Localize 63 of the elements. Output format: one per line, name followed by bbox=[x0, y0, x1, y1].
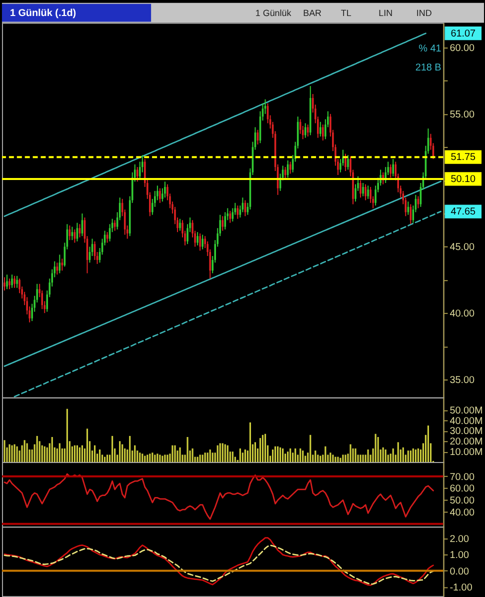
candlestick bbox=[364, 184, 366, 201]
annotation: 47.65 bbox=[450, 206, 476, 218]
y-tick-label: 55.00 bbox=[450, 109, 476, 120]
candlestick bbox=[344, 153, 346, 172]
ref-line-label: 51.75 bbox=[450, 152, 476, 164]
annotation: % 41 bbox=[418, 44, 442, 55]
y-tick-label: 70.00 bbox=[450, 472, 476, 483]
line-series bbox=[4, 473, 434, 520]
y-tick-label: 60.00 bbox=[450, 484, 476, 495]
y-tick-label: -1.00 bbox=[450, 582, 473, 594]
line-series bbox=[4, 544, 434, 585]
line-series bbox=[14, 210, 442, 398]
y-tick-label: 0.00 bbox=[450, 566, 470, 578]
y-tick-label: 50.00 bbox=[450, 496, 476, 507]
candlestick bbox=[306, 124, 309, 137]
candlestick bbox=[367, 185, 369, 200]
ref-line-label: 50.10 bbox=[450, 174, 476, 185]
text: LIN bbox=[378, 8, 393, 18]
candlestick bbox=[199, 232, 201, 252]
annotation: 218 B bbox=[415, 62, 442, 74]
y-tick-label: 35.00 bbox=[450, 374, 476, 386]
candlestick bbox=[322, 124, 324, 141]
y-tick-label: 30.00M bbox=[450, 426, 483, 438]
y-tick-label: 40.00M bbox=[450, 416, 483, 427]
y-tick-label: 2.00 bbox=[450, 534, 470, 546]
y-tick-label: 40.00 bbox=[450, 507, 476, 518]
text: IND bbox=[416, 8, 432, 18]
candlestick bbox=[179, 218, 181, 232]
candlestick bbox=[8, 278, 10, 290]
candlestick bbox=[14, 275, 16, 288]
candlestick bbox=[202, 234, 204, 250]
candlestick bbox=[320, 121, 322, 137]
y-tick-label: 45.00 bbox=[450, 242, 476, 254]
text: 1 Günlük bbox=[255, 8, 292, 18]
line-series bbox=[4, 180, 442, 367]
candlestick bbox=[6, 274, 8, 290]
y-tick-label: 1.00 bbox=[450, 550, 470, 562]
candlestick bbox=[304, 122, 306, 138]
candlestick bbox=[61, 258, 64, 272]
candlestick bbox=[159, 188, 161, 204]
candlestick bbox=[390, 164, 392, 178]
y-tick-label: 60.00 bbox=[450, 43, 476, 54]
candlestick bbox=[11, 274, 13, 288]
candlestick bbox=[222, 216, 224, 232]
candlestick bbox=[392, 158, 394, 177]
annotation: 61.07 bbox=[450, 28, 476, 40]
candlestick bbox=[136, 166, 138, 182]
candlestick bbox=[362, 182, 364, 197]
line-series bbox=[4, 537, 434, 586]
candlestick bbox=[196, 232, 198, 246]
candlestick bbox=[164, 181, 166, 198]
y-tick-label: 40.00 bbox=[450, 308, 476, 320]
candlestick bbox=[347, 154, 349, 170]
text: TL bbox=[340, 8, 352, 18]
y-tick-label: 20.00M bbox=[450, 436, 483, 448]
candlestick bbox=[16, 275, 18, 288]
text: BAR bbox=[303, 8, 322, 18]
y-tick-label: 10.00M bbox=[450, 447, 483, 458]
candlestick bbox=[360, 180, 362, 198]
candlestick bbox=[4, 276, 6, 292]
y-tick-label: 50.00M bbox=[450, 405, 483, 416]
candlestick bbox=[224, 212, 226, 230]
text: 1 Günlük (.1d) bbox=[10, 8, 76, 19]
